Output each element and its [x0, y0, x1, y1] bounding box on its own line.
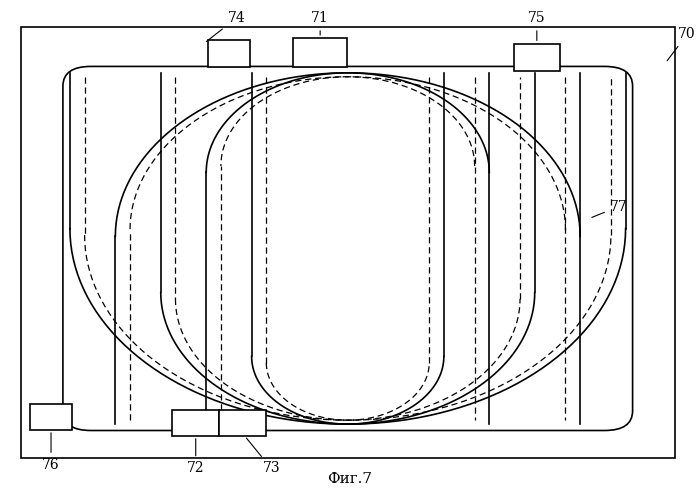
Bar: [293, 38, 347, 67]
Bar: [208, 40, 250, 67]
Bar: [21, 27, 675, 458]
Bar: [219, 410, 266, 436]
Text: 73: 73: [247, 438, 280, 475]
Text: 72: 72: [187, 439, 205, 475]
Bar: [30, 404, 72, 430]
Text: 77: 77: [592, 200, 628, 217]
FancyBboxPatch shape: [63, 66, 633, 430]
Text: Фиг.7: Фиг.7: [327, 472, 372, 486]
Text: 70: 70: [667, 28, 696, 61]
Text: 75: 75: [528, 11, 546, 40]
Text: 76: 76: [42, 433, 60, 472]
Text: 71: 71: [311, 11, 329, 35]
Text: 74: 74: [206, 11, 245, 42]
Bar: [514, 43, 559, 70]
Bar: [172, 410, 219, 436]
